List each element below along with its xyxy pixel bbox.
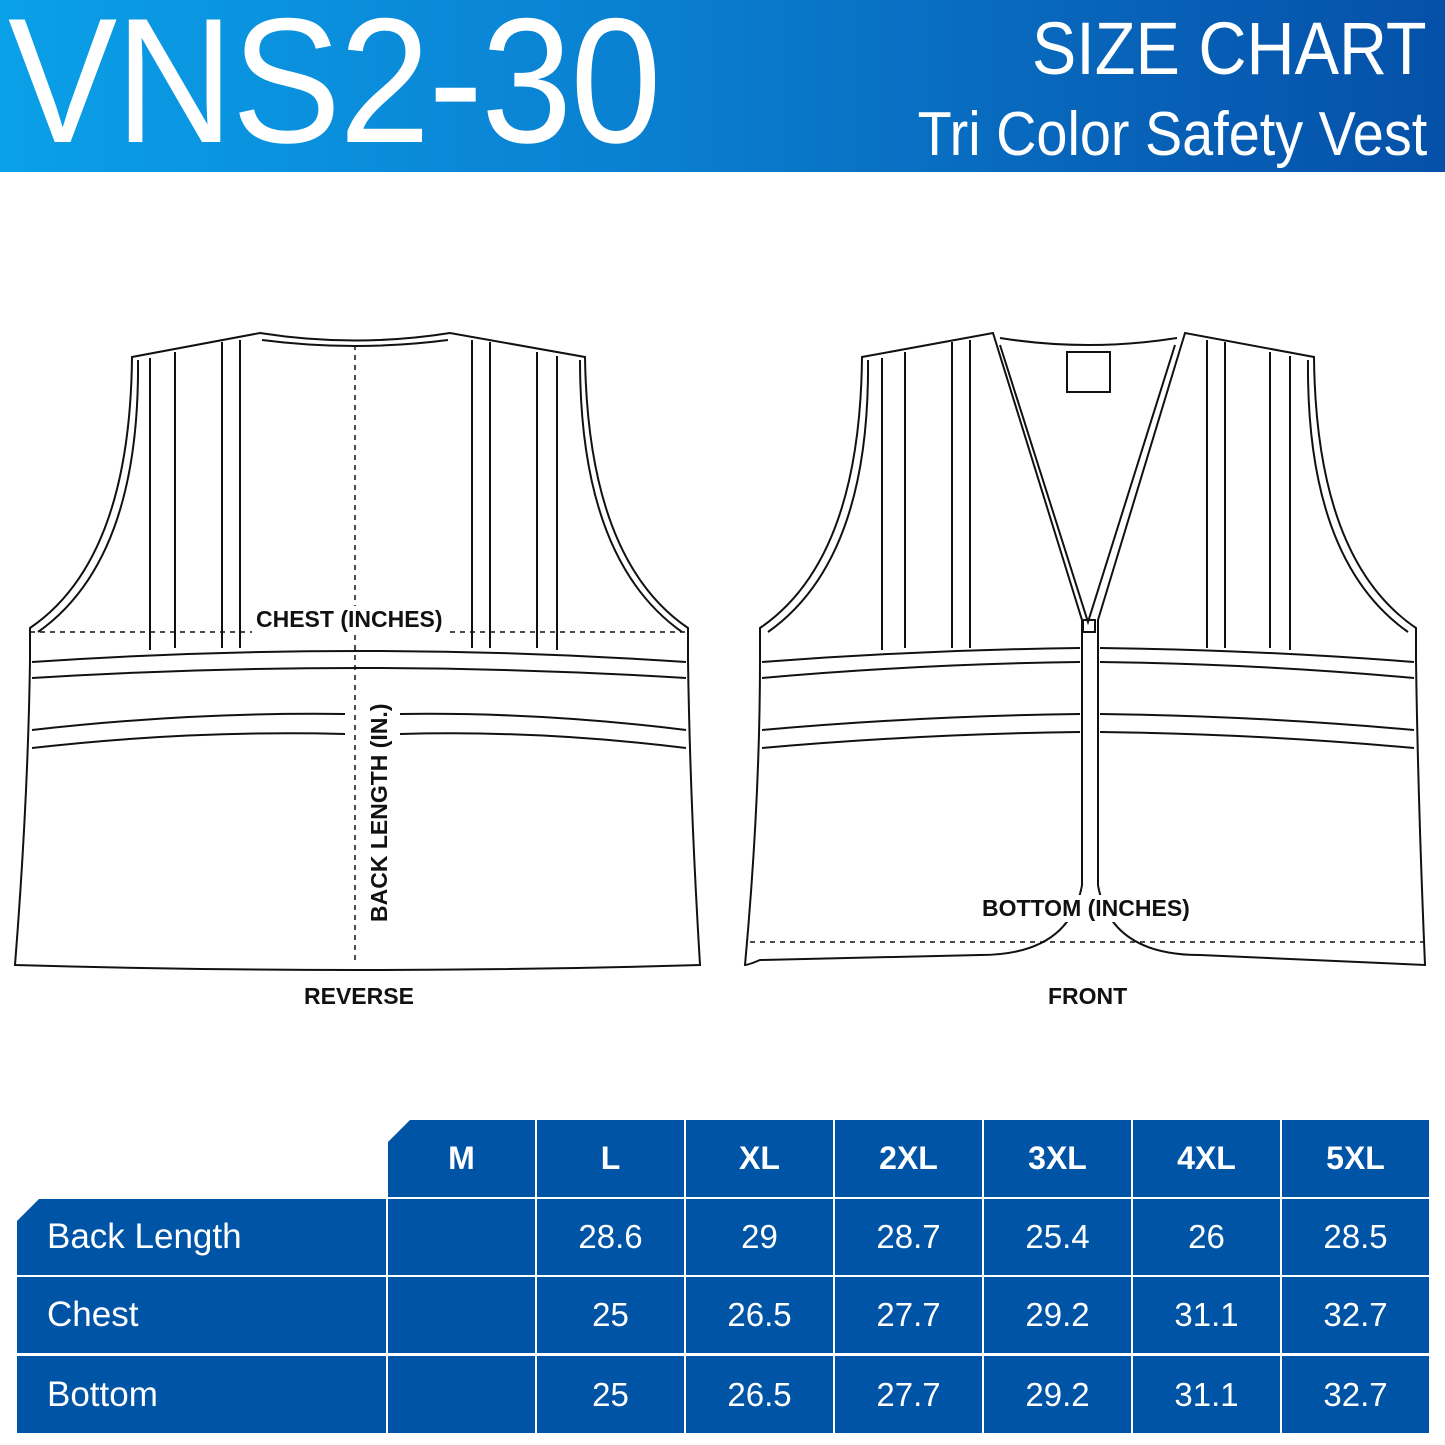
table-cell: 27.7 <box>835 1356 982 1433</box>
chest-measure-label: CHEST (INCHES) <box>252 606 447 633</box>
row-label: Chest <box>17 1277 386 1353</box>
size-header-l: L <box>537 1120 684 1197</box>
bottom-measure-label: BOTTOM (INCHES) <box>978 895 1194 922</box>
table-cell: 26 <box>1133 1199 1280 1275</box>
table-cell: 28.6 <box>537 1199 684 1275</box>
table-cell <box>388 1356 535 1433</box>
back-length-measure-label: BACK LENGTH (IN.) <box>366 699 393 926</box>
table-cell: 25 <box>537 1277 684 1353</box>
table-cell <box>388 1199 535 1275</box>
size-header-xl: XL <box>686 1120 833 1197</box>
size-header-3xl: 3XL <box>984 1120 1131 1197</box>
vest-diagrams <box>13 331 1427 971</box>
table-cell: 29.2 <box>984 1356 1131 1433</box>
size-header-5xl: 5XL <box>1282 1120 1429 1197</box>
table-cell: 31.1 <box>1133 1356 1280 1433</box>
table-cell: 28.7 <box>835 1199 982 1275</box>
table-cell: 32.7 <box>1282 1356 1429 1433</box>
front-label: FRONT <box>1044 983 1132 1010</box>
table-cell: 29.2 <box>984 1277 1131 1353</box>
row-label: Bottom <box>17 1356 386 1433</box>
size-header-2xl: 2XL <box>835 1120 982 1197</box>
table-cell: 26.5 <box>686 1277 833 1353</box>
row-label: Back Length <box>17 1199 386 1275</box>
page-title: SIZE CHART <box>1032 7 1427 90</box>
table-cell: 28.5 <box>1282 1199 1429 1275</box>
vest-reverse-drawing <box>13 331 702 971</box>
reverse-label: REVERSE <box>300 983 418 1010</box>
table-cell <box>388 1277 535 1353</box>
size-header-4xl: 4XL <box>1133 1120 1280 1197</box>
table-cell: 25 <box>537 1356 684 1433</box>
table-cell: 26.5 <box>686 1356 833 1433</box>
table-cell: 32.7 <box>1282 1277 1429 1353</box>
table-cell: 29 <box>686 1199 833 1275</box>
neck-label-box <box>1066 351 1111 393</box>
vest-front-drawing <box>743 331 1427 967</box>
table-cell: 31.1 <box>1133 1277 1280 1353</box>
page-subtitle: Tri Color Safety Vest <box>917 100 1427 169</box>
model-number: VNS2-30 <box>8 0 661 180</box>
table-cell: 27.7 <box>835 1277 982 1353</box>
table-cell: 25.4 <box>984 1199 1131 1275</box>
size-header-m: M <box>388 1120 535 1197</box>
zipper-pull <box>1082 619 1096 633</box>
header-banner: VNS2-30 SIZE CHART Tri Color Safety Vest <box>0 0 1445 172</box>
